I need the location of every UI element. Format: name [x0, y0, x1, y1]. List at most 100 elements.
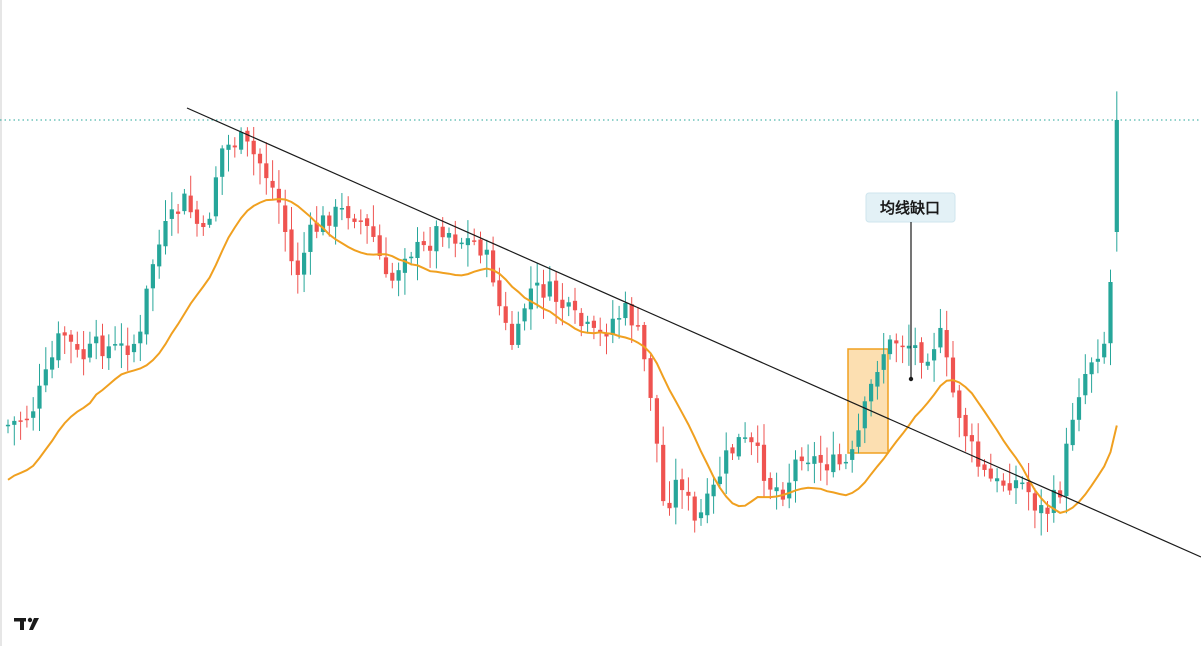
candle-19 [125, 327, 130, 371]
candle-158 [1001, 473, 1006, 492]
candle-156 [988, 453, 993, 482]
candle-131 [831, 431, 836, 478]
candle-18 [119, 323, 124, 369]
candle-54 [346, 196, 351, 230]
candle-126 [799, 447, 804, 471]
callout-dot [908, 376, 914, 382]
ma-gap-highlight [847, 348, 889, 454]
candle-106 [673, 458, 678, 525]
candle-113 [717, 456, 722, 489]
candle-146 [925, 353, 930, 370]
candle-167 [1058, 481, 1063, 504]
candle-157 [995, 468, 1000, 493]
candle-119 [755, 425, 760, 463]
candle-22 [144, 285, 149, 345]
candle-109 [692, 491, 697, 533]
candle-50 [320, 206, 326, 236]
candle-48 [308, 212, 313, 275]
candle-108 [686, 477, 691, 511]
candle-55 [352, 213, 357, 229]
candle-41 [264, 142, 269, 195]
candle-13 [87, 331, 92, 363]
candle-105 [667, 481, 672, 516]
candle-7 [50, 340, 55, 379]
candle-143 [906, 324, 911, 366]
ma-gap-callout: 均线缺口 [865, 192, 956, 382]
candle-21 [138, 314, 143, 362]
candle-85 [541, 269, 546, 319]
candle-76 [484, 239, 489, 278]
candle-93 [591, 315, 596, 340]
candle-118 [749, 432, 754, 456]
candle-176 [1114, 91, 1119, 252]
candle-110 [698, 498, 704, 526]
candle-107 [680, 468, 685, 509]
candle-38 [245, 127, 250, 157]
candle-142 [900, 335, 905, 364]
candle-149 [944, 310, 949, 377]
candle-111 [705, 478, 710, 524]
candle-137 [869, 379, 874, 417]
candle-148 [938, 308, 943, 354]
candle-90 [572, 287, 578, 324]
candle-170 [1076, 378, 1082, 432]
candle-2 [18, 411, 23, 440]
candle-23 [150, 259, 155, 312]
candle-75 [478, 231, 483, 264]
candle-31 [201, 215, 206, 236]
candle-140 [887, 335, 893, 360]
candle-15 [100, 323, 105, 370]
candle-63 [402, 248, 407, 295]
candle-144 [913, 327, 918, 366]
trendline [186, 107, 1201, 558]
candle-34 [220, 145, 225, 195]
candle-114 [724, 432, 729, 494]
candle-72 [459, 237, 464, 249]
candle-24 [157, 229, 162, 279]
candle-133 [843, 454, 848, 470]
candle-155 [982, 459, 987, 477]
candle-60 [383, 237, 389, 278]
candle-36 [232, 137, 237, 158]
candle-136 [862, 396, 867, 444]
candle-162 [1026, 462, 1031, 511]
candle-17 [113, 326, 118, 351]
candle-33 [213, 166, 218, 222]
candle-103 [654, 394, 659, 463]
candle-89 [566, 296, 571, 317]
ma-line [7, 197, 1118, 514]
candle-124 [787, 463, 792, 509]
candle-83 [528, 266, 533, 330]
candle-174 [1102, 331, 1107, 364]
candle-45 [289, 206, 294, 276]
candle-84 [535, 262, 540, 309]
candle-14 [94, 319, 99, 360]
candle-127 [806, 444, 811, 472]
candle-25 [163, 200, 168, 255]
candle-154 [976, 423, 981, 477]
candle-117 [743, 422, 748, 443]
candle-86 [547, 266, 552, 301]
candle-46 [295, 242, 300, 294]
candle-173 [1095, 339, 1100, 374]
candle-81 [516, 311, 521, 348]
candle-52 [333, 199, 338, 245]
candle-66 [421, 231, 426, 252]
candle-171 [1083, 354, 1088, 405]
candle-74 [472, 228, 477, 246]
candle-39 [251, 126, 256, 176]
candle-125 [793, 450, 798, 503]
candle-0 [5, 419, 11, 434]
candle-9 [62, 326, 67, 354]
candle-168 [1064, 427, 1069, 514]
candle-4 [31, 397, 36, 431]
candle-121 [768, 472, 773, 500]
highlight-box [847, 348, 889, 454]
chart-frame-left [0, 0, 2, 646]
candle-61 [390, 262, 395, 289]
candle-120 [761, 424, 767, 498]
candle-97 [617, 305, 622, 339]
candle-139 [881, 333, 886, 384]
candle-73 [465, 220, 470, 267]
